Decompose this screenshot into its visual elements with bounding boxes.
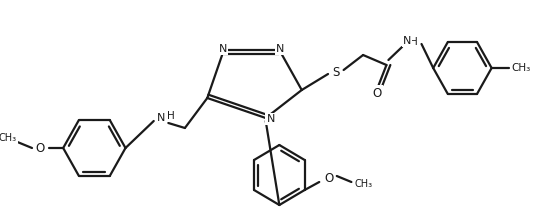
Text: O: O	[372, 86, 381, 99]
Text: CH₃: CH₃	[511, 63, 530, 73]
Text: N: N	[157, 113, 166, 123]
Text: H: H	[167, 111, 175, 121]
Text: CH₃: CH₃	[354, 179, 372, 189]
Text: S: S	[332, 65, 339, 78]
Text: N: N	[403, 36, 411, 46]
Text: CH₃: CH₃	[0, 133, 17, 143]
Text: O: O	[35, 142, 44, 155]
Text: N: N	[276, 44, 284, 54]
Text: O: O	[325, 172, 333, 185]
Text: H: H	[410, 37, 418, 47]
Text: N: N	[267, 114, 275, 124]
Text: N: N	[219, 44, 227, 54]
